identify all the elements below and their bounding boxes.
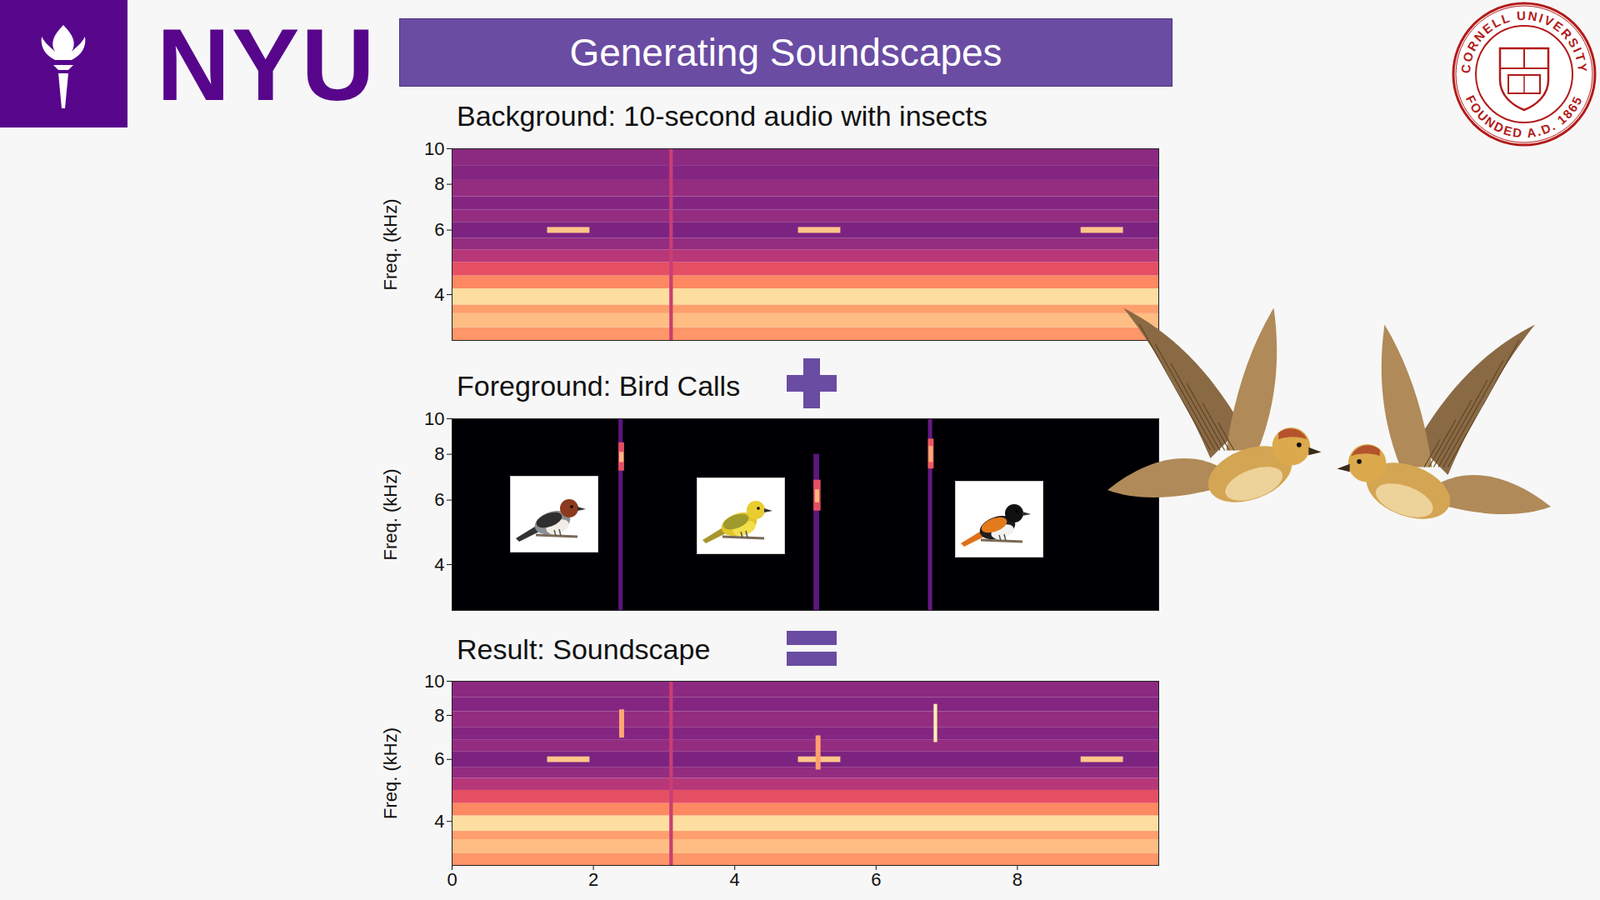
svg-text:Freq. (kHz): Freq. (kHz)	[380, 469, 401, 561]
html-text:Generating Soundscapes: Generating Soundscapes	[569, 30, 1003, 75]
svg-text:6: 6	[870, 869, 881, 890]
svg-text:10: 10	[424, 670, 445, 692]
svg-text:Freq. (kHz): Freq. (kHz)	[380, 199, 401, 291]
svg-text:4: 4	[730, 869, 740, 890]
svg-text:8: 8	[434, 443, 445, 465]
html-text:Background: 10-second audio wi: Background: 10-second audio with insects	[456, 100, 988, 132]
svg-text:10: 10	[424, 408, 445, 430]
svg-text:CORNELL UNIVERSITY: CORNELL UNIVERSITY	[1458, 8, 1590, 75]
html-text:NYU: NYU	[156, 8, 377, 122]
svg-text:6: 6	[434, 489, 445, 510]
svg-text:4: 4	[434, 554, 445, 575]
svg-text:0: 0	[446, 869, 457, 890]
html-text:Result: Soundscape: Result: Soundscape	[456, 633, 711, 665]
svg-text:6: 6	[434, 219, 445, 240]
svg-text:4: 4	[434, 810, 445, 832]
svg-text:8: 8	[434, 705, 445, 726]
svg-text:10: 10	[424, 138, 445, 160]
svg-text:2: 2	[588, 869, 599, 890]
svg-text:8: 8	[434, 173, 445, 195]
svg-text:FOUNDED A.D. 1865: FOUNDED A.D. 1865	[1463, 93, 1585, 141]
svg-text:4: 4	[434, 284, 445, 305]
html-text:Foreground: Bird Calls: Foreground: Bird Calls	[456, 370, 741, 402]
svg-text:Freq. (kHz): Freq. (kHz)	[380, 727, 401, 820]
svg-text:6: 6	[434, 748, 445, 770]
svg-text:8: 8	[1012, 869, 1023, 890]
